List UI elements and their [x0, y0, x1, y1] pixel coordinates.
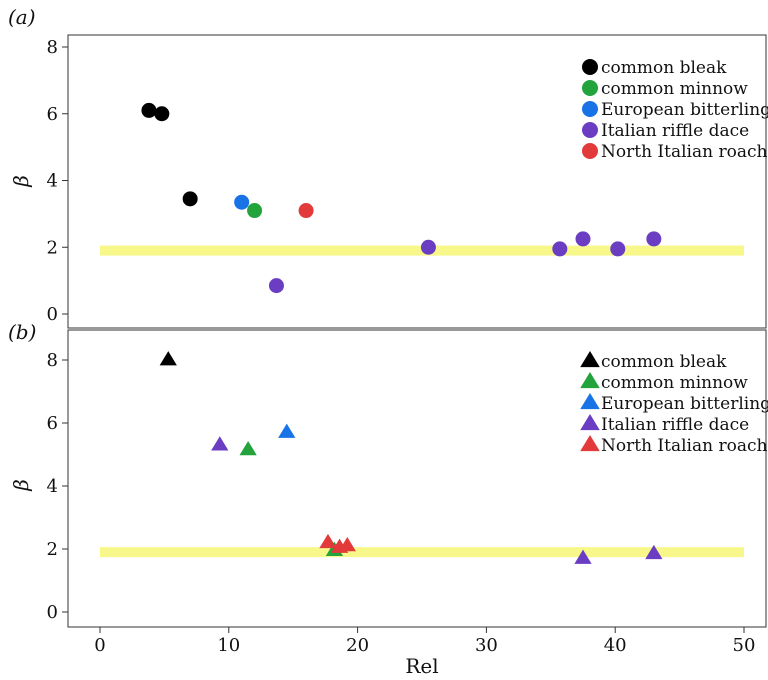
panel-a-y-axis-title: β: [9, 175, 33, 188]
panel-b-legend-marker-common-minnow: [580, 371, 600, 389]
panel-a-point-italian-riffle-dace: [646, 231, 662, 247]
panel-b-legend-label-common-bleak: common bleak: [601, 352, 727, 372]
panel-a-point-italian-riffle-dace: [420, 239, 436, 255]
panel-a-legend-marker-common-bleak: [582, 59, 598, 75]
panel-b-y-axis-title: β: [9, 479, 33, 492]
panel-b-point-italian-riffle-dace: [211, 436, 229, 451]
panel-a-point-common-bleak: [141, 102, 157, 118]
panel-b-reference-band: [100, 547, 744, 558]
panel-b-x-tick-label: 20: [346, 635, 369, 656]
panel-a-point-common-minnow: [247, 203, 263, 219]
panel-a-y-tick-label: 0: [47, 304, 58, 325]
panel-b-legend-marker-italian-riffle-dace: [580, 413, 600, 431]
panel-a-point-common-bleak: [182, 191, 198, 207]
panel-b-point-italian-riffle-dace: [574, 549, 592, 564]
panel-b-frame: [67, 329, 767, 628]
panel-a-y-tick-label: 6: [47, 104, 58, 125]
panel-a-frame: [67, 34, 767, 329]
panel-b-y-tick-label: 0: [47, 602, 58, 623]
panel-a-legend-label-common-bleak: common bleak: [601, 58, 727, 78]
panel-a-y-tick-label: 2: [47, 237, 58, 258]
panel-b-legend-label-european-bitterling: European bitterling: [601, 394, 768, 414]
panel-b: (b) β 0 2 4 6 8 0 10 20 30 40 50 common bleakcomm…: [8, 320, 768, 678]
panel-a-legend-label-italian-riffle-dace: Italian riffle dace: [601, 121, 749, 141]
panel-b-point-italian-riffle-dace: [645, 544, 663, 560]
panel-b-label: (b): [8, 320, 36, 344]
panel-a-legend-label-european-bitterling: European bitterling: [601, 100, 768, 120]
panel-b-legend-marker-common-bleak: [580, 350, 600, 368]
panel-a-legend-label-common-minnow: common minnow: [601, 79, 748, 99]
panel-a-legend-marker-italian-riffle-dace: [582, 122, 598, 138]
panel-b-x-tick-label: 0: [94, 635, 105, 656]
panel-b-y-tick-label: 2: [47, 539, 58, 560]
panel-a-y-tick-label: 4: [47, 171, 58, 192]
panel-b-legend-label-north-italian-roach: North Italian roach: [601, 436, 767, 456]
panel-a-point-european-bitterling: [234, 194, 250, 210]
panel-a-point-italian-riffle-dace: [552, 241, 568, 257]
panel-b-legend-label-common-minnow: common minnow: [601, 373, 748, 393]
panel-b-point-north-italian-roach: [319, 533, 337, 549]
panel-b-point-common-minnow: [239, 440, 257, 456]
x-axis-title: Rel: [405, 654, 438, 678]
panel-b-point-common-bleak: [159, 351, 177, 366]
panel-a-legend-marker-european-bitterling: [582, 101, 598, 117]
panel-a-legend-marker-common-minnow: [582, 80, 598, 96]
panel-a-legend-label-north-italian-roach: North Italian roach: [601, 142, 767, 162]
panel-b-y-tick-label: 8: [47, 350, 58, 371]
panel-b-legend-label-italian-riffle-dace: Italian riffle dace: [601, 415, 749, 435]
panel-a-legend-marker-north-italian-roach: [582, 143, 598, 159]
panel-b-y-tick-label: 4: [47, 476, 58, 497]
panel-b-point-european-bitterling: [278, 423, 296, 438]
panel-a-point-north-italian-roach: [298, 203, 314, 219]
panel-b-x-tick-label: 40: [604, 635, 627, 656]
panel-a-point-italian-riffle-dace: [268, 278, 284, 294]
panel-a-point-common-bleak: [154, 106, 170, 122]
panel-b-x-tick-label: 30: [475, 635, 498, 656]
panel-a-point-italian-riffle-dace: [575, 231, 591, 247]
panel-b-x-tick-label: 50: [733, 635, 756, 656]
panel-a-label: (a): [8, 5, 36, 29]
panel-b-point-north-italian-roach: [338, 537, 356, 552]
panel-a-point-italian-riffle-dace: [610, 241, 626, 257]
panel-a-y-tick-label: 8: [47, 37, 58, 58]
panel-b-legend-marker-north-italian-roach: [580, 434, 600, 452]
panel-b-y-tick-label: 6: [47, 413, 58, 434]
panel-b-x-tick-label: 10: [217, 635, 240, 656]
panel-b-legend-marker-european-bitterling: [580, 392, 600, 410]
